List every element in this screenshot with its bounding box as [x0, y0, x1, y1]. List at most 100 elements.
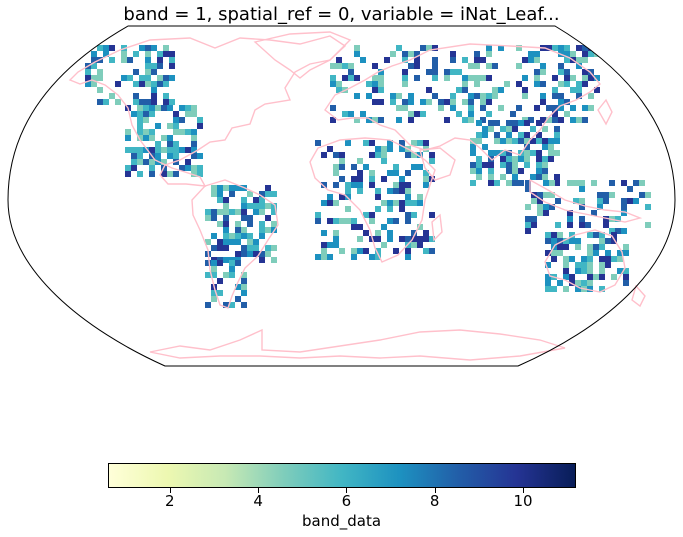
- data-cell: [131, 165, 137, 171]
- data-cell: [528, 117, 534, 123]
- data-cell: [173, 111, 179, 117]
- data-cell: [103, 45, 109, 51]
- data-cell: [121, 51, 127, 57]
- data-cell: [345, 206, 351, 212]
- data-cell: [480, 99, 486, 105]
- data-cell: [408, 63, 414, 69]
- data-cell: [546, 105, 552, 111]
- data-cell: [576, 87, 582, 93]
- data-cell: [241, 215, 247, 221]
- data-cell: [468, 93, 474, 99]
- data-cell: [627, 198, 633, 204]
- data-cell: [482, 144, 488, 150]
- data-cell: [375, 152, 381, 158]
- data-cell: [563, 238, 569, 244]
- data-cell: [516, 81, 522, 87]
- data-cell: [558, 93, 564, 99]
- data-cell: [381, 146, 387, 152]
- data-cell: [223, 221, 229, 227]
- data-cell: [169, 63, 175, 69]
- data-cell: [405, 170, 411, 176]
- data-cell: [85, 75, 91, 81]
- data-cell: [169, 99, 175, 105]
- data-cell: [593, 250, 599, 256]
- data-cell: [581, 280, 587, 286]
- data-cell: [405, 188, 411, 194]
- data-cell: [151, 81, 157, 87]
- data-cell: [536, 120, 542, 126]
- data-cell: [411, 152, 417, 158]
- data-cell: [518, 132, 524, 138]
- data-cell: [348, 63, 354, 69]
- data-cell: [125, 129, 131, 135]
- data-cell: [402, 81, 408, 87]
- data-cell: [372, 81, 378, 87]
- data-cell: [115, 99, 121, 105]
- data-cell: [617, 250, 623, 256]
- data-cell: [468, 105, 474, 111]
- data-cell: [217, 239, 223, 245]
- data-cell: [512, 120, 518, 126]
- data-cell: [645, 204, 651, 210]
- data-cell: [617, 256, 623, 262]
- data-cell: [125, 147, 131, 153]
- data-cell: [360, 57, 366, 63]
- data-cell: [516, 45, 522, 51]
- data-cell: [217, 278, 223, 284]
- data-cell: [512, 156, 518, 162]
- data-cell: [330, 105, 336, 111]
- data-cell: [536, 174, 542, 180]
- data-cell: [229, 233, 235, 239]
- data-cell: [145, 99, 151, 105]
- data-cell: [161, 159, 167, 165]
- data-cell: [456, 69, 462, 75]
- data-cell: [417, 140, 423, 146]
- data-cell: [399, 176, 405, 182]
- data-cell: [137, 111, 143, 117]
- data-cell: [414, 111, 420, 117]
- data-cell: [333, 164, 339, 170]
- data-cell: [167, 153, 173, 159]
- data-cell: [468, 75, 474, 81]
- data-cell: [552, 105, 558, 111]
- data-cell: [253, 239, 259, 245]
- data-cell: [582, 81, 588, 87]
- data-cell: [545, 280, 551, 286]
- coastline-new-zealand: [631, 284, 646, 308]
- data-cell: [191, 165, 197, 171]
- data-cell: [486, 99, 492, 105]
- data-cell: [348, 69, 354, 75]
- data-cell: [121, 75, 127, 81]
- data-cell: [540, 93, 546, 99]
- data-cell: [205, 209, 211, 215]
- data-cell: [235, 227, 241, 233]
- data-cell: [133, 69, 139, 75]
- data-cell: [211, 260, 217, 266]
- data-cell: [480, 117, 486, 123]
- data-cell: [494, 180, 500, 186]
- data-cell: [366, 81, 372, 87]
- data-cell: [378, 99, 384, 105]
- data-cell: [217, 260, 223, 266]
- data-cell: [205, 260, 211, 266]
- data-cell: [486, 45, 492, 51]
- data-cell: [603, 198, 609, 204]
- data-cell: [525, 180, 531, 186]
- data-cell: [534, 105, 540, 111]
- data-cell: [557, 244, 563, 250]
- data-cell: [480, 93, 486, 99]
- data-cell: [357, 182, 363, 188]
- data-cell: [470, 162, 476, 168]
- data-cell: [609, 192, 615, 198]
- data-cell: [191, 153, 197, 159]
- data-cell: [265, 191, 271, 197]
- data-cell: [357, 188, 363, 194]
- data-cell: [506, 168, 512, 174]
- data-cell: [498, 105, 504, 111]
- data-cell: [145, 57, 151, 63]
- data-cell: [504, 81, 510, 87]
- data-cell: [587, 232, 593, 238]
- data-cell: [558, 69, 564, 75]
- data-cell: [567, 216, 573, 222]
- data-cell: [217, 221, 223, 227]
